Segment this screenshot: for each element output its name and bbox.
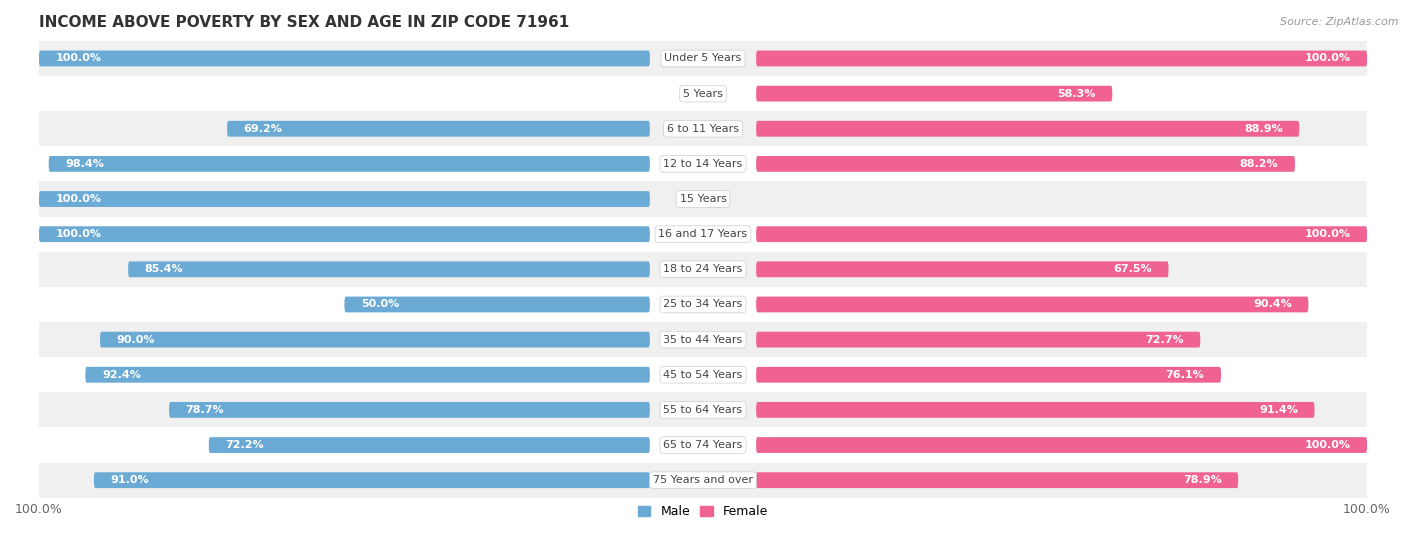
FancyBboxPatch shape <box>756 437 1367 453</box>
Text: Source: ZipAtlas.com: Source: ZipAtlas.com <box>1281 17 1399 27</box>
Text: 72.7%: 72.7% <box>1144 335 1184 344</box>
Bar <box>39 287 1367 322</box>
Text: 67.5%: 67.5% <box>1114 264 1152 274</box>
FancyBboxPatch shape <box>208 437 650 453</box>
Bar <box>39 111 1367 146</box>
Text: 91.4%: 91.4% <box>1258 405 1298 415</box>
Bar <box>39 41 1367 76</box>
FancyBboxPatch shape <box>100 331 650 348</box>
Bar <box>39 252 1367 287</box>
Text: 5 Years: 5 Years <box>683 89 723 98</box>
FancyBboxPatch shape <box>39 191 650 207</box>
FancyBboxPatch shape <box>228 121 650 136</box>
Text: 35 to 44 Years: 35 to 44 Years <box>664 335 742 344</box>
Text: 90.0%: 90.0% <box>117 335 155 344</box>
Text: 90.4%: 90.4% <box>1253 300 1292 310</box>
FancyBboxPatch shape <box>756 402 1315 418</box>
FancyBboxPatch shape <box>39 226 650 242</box>
Text: 100.0%: 100.0% <box>1305 440 1350 450</box>
Legend: Male, Female: Male, Female <box>633 500 773 523</box>
Text: Under 5 Years: Under 5 Years <box>665 54 741 64</box>
Text: 55 to 64 Years: 55 to 64 Years <box>664 405 742 415</box>
Text: 45 to 54 Years: 45 to 54 Years <box>664 369 742 380</box>
Text: 92.4%: 92.4% <box>103 369 141 380</box>
Text: 78.9%: 78.9% <box>1182 475 1222 485</box>
FancyBboxPatch shape <box>344 297 650 312</box>
Bar <box>39 216 1367 252</box>
Text: 98.4%: 98.4% <box>65 159 104 169</box>
Bar <box>39 76 1367 111</box>
FancyBboxPatch shape <box>756 86 1112 102</box>
Text: 65 to 74 Years: 65 to 74 Years <box>664 440 742 450</box>
Text: 91.0%: 91.0% <box>111 475 149 485</box>
FancyBboxPatch shape <box>756 156 1295 172</box>
FancyBboxPatch shape <box>756 50 1367 67</box>
Text: 100.0%: 100.0% <box>56 54 101 64</box>
Text: 50.0%: 50.0% <box>361 300 399 310</box>
Text: 88.2%: 88.2% <box>1240 159 1278 169</box>
FancyBboxPatch shape <box>86 367 650 383</box>
FancyBboxPatch shape <box>756 331 1201 348</box>
Bar <box>39 357 1367 392</box>
FancyBboxPatch shape <box>756 121 1299 136</box>
Text: 85.4%: 85.4% <box>145 264 183 274</box>
FancyBboxPatch shape <box>756 262 1168 277</box>
Text: 25 to 34 Years: 25 to 34 Years <box>664 300 742 310</box>
Text: 75 Years and over: 75 Years and over <box>652 475 754 485</box>
Bar <box>39 392 1367 428</box>
FancyBboxPatch shape <box>756 472 1239 488</box>
Text: 100.0%: 100.0% <box>56 229 101 239</box>
Text: INCOME ABOVE POVERTY BY SEX AND AGE IN ZIP CODE 71961: INCOME ABOVE POVERTY BY SEX AND AGE IN Z… <box>39 15 569 30</box>
Text: 69.2%: 69.2% <box>243 124 283 134</box>
Text: 18 to 24 Years: 18 to 24 Years <box>664 264 742 274</box>
FancyBboxPatch shape <box>756 226 1367 242</box>
Bar <box>39 322 1367 357</box>
Text: 100.0%: 100.0% <box>1305 54 1350 64</box>
FancyBboxPatch shape <box>128 262 650 277</box>
Text: 100.0%: 100.0% <box>1305 229 1350 239</box>
Text: 100.0%: 100.0% <box>56 194 101 204</box>
Text: 12 to 14 Years: 12 to 14 Years <box>664 159 742 169</box>
FancyBboxPatch shape <box>169 402 650 418</box>
Text: 78.7%: 78.7% <box>186 405 225 415</box>
Bar <box>39 146 1367 182</box>
FancyBboxPatch shape <box>756 367 1220 383</box>
Text: 15 Years: 15 Years <box>679 194 727 204</box>
Bar <box>39 463 1367 498</box>
FancyBboxPatch shape <box>49 156 650 172</box>
Bar <box>39 182 1367 216</box>
Text: 72.2%: 72.2% <box>225 440 264 450</box>
Bar <box>39 428 1367 463</box>
FancyBboxPatch shape <box>94 472 650 488</box>
Text: 6 to 11 Years: 6 to 11 Years <box>666 124 740 134</box>
Text: 16 and 17 Years: 16 and 17 Years <box>658 229 748 239</box>
Text: 88.9%: 88.9% <box>1244 124 1282 134</box>
Text: 58.3%: 58.3% <box>1057 89 1095 98</box>
FancyBboxPatch shape <box>756 297 1309 312</box>
Text: 76.1%: 76.1% <box>1166 369 1205 380</box>
FancyBboxPatch shape <box>39 50 650 67</box>
